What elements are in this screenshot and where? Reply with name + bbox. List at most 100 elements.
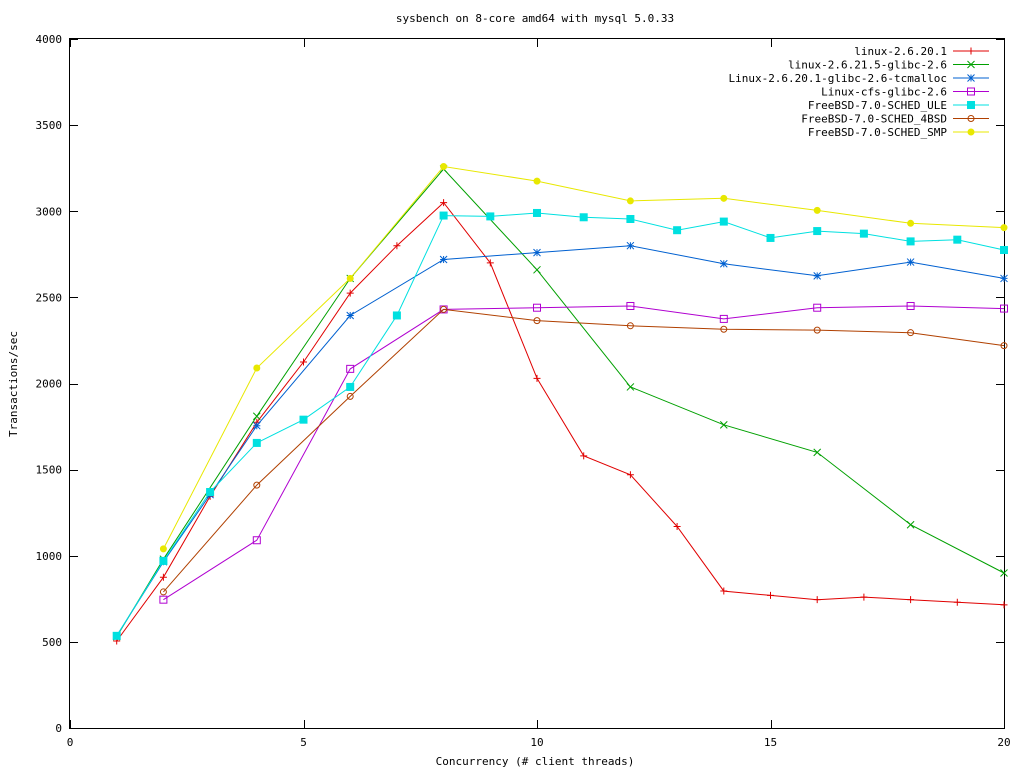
data-point <box>626 322 634 330</box>
data-point <box>533 248 541 257</box>
y-tick-label: 1500 <box>36 464 63 477</box>
data-point <box>533 303 541 312</box>
data-point <box>813 596 821 604</box>
data-point <box>719 314 728 323</box>
data-point <box>1000 569 1008 577</box>
data-point <box>159 588 167 596</box>
data-point <box>1000 224 1008 232</box>
legend-item: linux-2.6.21.5-glibc-2.6 <box>788 59 989 72</box>
series-7 <box>159 162 1008 553</box>
legend-label: linux-2.6.20.1 <box>854 45 947 58</box>
data-point <box>907 329 915 337</box>
series-line <box>162 165 1005 550</box>
series-1 <box>113 199 1008 645</box>
series-3 <box>112 241 1008 640</box>
y-tick-label: 0 <box>55 722 62 735</box>
data-point <box>626 383 635 391</box>
data-point <box>253 364 261 372</box>
series-layer <box>112 162 1008 645</box>
legend-marker <box>967 128 975 136</box>
data-point <box>673 522 681 530</box>
data-point <box>252 421 261 430</box>
data-point <box>206 488 215 497</box>
data-point <box>1000 342 1008 350</box>
legend-item: Linux-cfs-glibc-2.6 <box>821 86 989 99</box>
data-point <box>720 194 728 202</box>
data-point <box>252 412 261 421</box>
data-point <box>533 265 541 274</box>
legend-marker <box>967 74 975 82</box>
data-point <box>906 258 915 266</box>
data-point <box>673 226 682 235</box>
data-point <box>533 317 541 325</box>
y-tick-label: 4000 <box>36 33 63 46</box>
data-point <box>439 255 448 264</box>
data-point <box>626 197 634 205</box>
data-point <box>906 237 915 246</box>
data-point <box>626 241 635 250</box>
series-4 <box>159 301 1008 604</box>
data-point <box>252 536 261 545</box>
plot-frame <box>69 38 1005 729</box>
legend-label: linux-2.6.21.5-glibc-2.6 <box>788 59 947 72</box>
data-point <box>346 311 355 320</box>
data-point <box>159 556 168 565</box>
x-tick-label: 15 <box>764 736 777 749</box>
series-line <box>116 168 1005 637</box>
y-axis-title: Transactions/sec <box>7 331 20 437</box>
data-point <box>112 631 121 640</box>
data-point <box>299 415 308 424</box>
data-point <box>253 481 261 489</box>
data-point <box>392 311 401 320</box>
legend-item: Linux-2.6.20.1-glibc-2.6-tcmalloc <box>728 72 989 85</box>
data-point <box>813 206 821 214</box>
data-point <box>440 162 448 170</box>
series-line <box>116 245 1005 637</box>
data-point <box>813 303 822 312</box>
data-point <box>159 545 167 553</box>
series-line <box>163 308 1005 593</box>
data-point <box>813 326 821 334</box>
data-point <box>393 242 401 250</box>
legend-marker <box>967 115 975 122</box>
y-tick-label: 500 <box>42 636 62 649</box>
legend-marker <box>967 60 975 69</box>
data-point <box>907 219 915 227</box>
data-point <box>860 593 868 601</box>
data-point <box>766 233 775 242</box>
x-tick-label: 0 <box>67 736 74 749</box>
y-tick-label: 2500 <box>36 291 63 304</box>
data-point <box>533 177 541 185</box>
data-point <box>906 301 915 310</box>
data-point <box>440 199 448 207</box>
data-point <box>346 382 355 391</box>
data-point <box>719 217 728 226</box>
series-line <box>116 201 1005 642</box>
chart-title: sysbench on 8-core amd64 with mysql 5.0.… <box>396 12 674 25</box>
data-point <box>533 208 541 217</box>
data-point <box>953 235 962 244</box>
data-point <box>953 598 961 606</box>
data-point <box>1000 274 1008 283</box>
y-tick-label: 3500 <box>36 119 63 132</box>
data-point <box>159 595 168 604</box>
series-5 <box>112 208 1008 640</box>
x-axis: 0 5 10 15 20 <box>67 39 1011 749</box>
data-point <box>440 305 448 313</box>
data-point <box>626 471 634 479</box>
legend-label: Linux-2.6.20.1-glibc-2.6-tcmalloc <box>728 72 947 85</box>
data-point <box>346 274 354 282</box>
data-point <box>813 448 822 457</box>
legend-item: FreeBSD-7.0-SCHED_ULE <box>808 99 989 112</box>
data-point <box>300 358 307 366</box>
data-point <box>346 364 355 373</box>
legend-item: FreeBSD-7.0-SCHED_SMP <box>808 126 989 139</box>
data-point <box>533 374 541 382</box>
y-tick-label: 3000 <box>36 205 63 218</box>
data-point <box>719 259 728 268</box>
data-point <box>626 301 635 310</box>
y-tick-label: 2000 <box>36 378 63 391</box>
data-point <box>580 452 588 460</box>
data-point <box>859 229 868 238</box>
